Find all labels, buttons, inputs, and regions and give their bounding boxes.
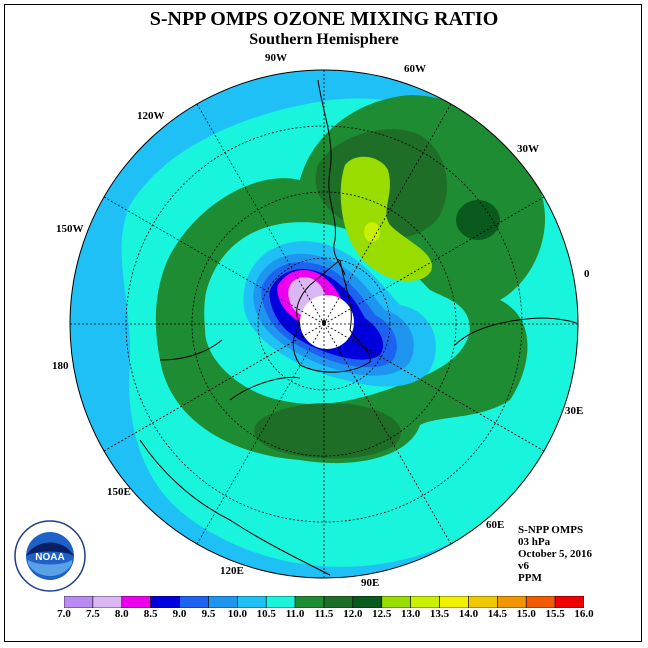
pole-missing-data	[300, 295, 354, 349]
graticule	[70, 70, 578, 578]
contour-darkest-patch	[456, 200, 500, 240]
colorbar-tick-label: 15.0	[516, 608, 536, 620]
colorbar-swatch	[179, 596, 209, 608]
info-instrument: S-NPP OMPS	[518, 524, 584, 536]
lon-label-90w: 90W	[265, 52, 287, 64]
colorbar-tick-label: 11.5	[314, 608, 334, 620]
colorbar-tick-label: 10.5	[256, 608, 276, 620]
colorbar-swatch	[265, 596, 296, 608]
lon-label-120e: 120E	[220, 565, 244, 577]
map-boundary	[69, 69, 579, 579]
colorbar-swatch	[150, 596, 180, 608]
coast-south-america	[317, 79, 346, 276]
colorbar-tick-label: 14.5	[487, 608, 507, 620]
colorbar-tick-label: 13.5	[429, 608, 450, 620]
colorbar-tick-label: 10.0	[227, 608, 247, 620]
lon-label-180: 180	[52, 360, 69, 372]
colorbar-tick-label: 9.5	[201, 608, 216, 620]
map-subtitle: Southern Hemisphere	[249, 31, 399, 48]
colorbar-tick-label: 7.0	[57, 608, 71, 620]
coast-africa	[454, 317, 579, 346]
colorbar-swatch	[323, 596, 354, 608]
colorbar-swatch	[525, 596, 556, 608]
colorbar-swatch	[497, 596, 527, 608]
colorbar-tick-label: 12.0	[343, 608, 363, 620]
lon-label-120w: 120W	[137, 110, 165, 122]
colorbar-swatch	[410, 596, 440, 608]
lon-label-150w: 150W	[56, 223, 84, 235]
colorbar-swatch	[352, 596, 383, 608]
colorbar-swatch	[554, 596, 584, 608]
colorbar-swatch	[92, 596, 123, 608]
colorbar-swatch	[121, 596, 151, 608]
colorbar-tick-label: 12.5	[372, 608, 392, 620]
lon-label-90e: 90E	[361, 577, 380, 589]
info-block: S-NPP OMPS 03 hPa October 5, 2016 v6 PPM	[518, 524, 592, 584]
info-version: v6	[518, 560, 529, 572]
colorbar-tick-label: 15.5	[545, 608, 565, 620]
colorbar-swatch	[294, 596, 325, 608]
colorbar-tick-label: 13.0	[401, 608, 421, 620]
lon-label-150e: 150E	[107, 486, 131, 498]
contour-13-13p5	[364, 222, 380, 242]
colorbar-tick-label: 9.0	[172, 608, 187, 620]
lon-label-60e: 60E	[486, 519, 505, 531]
colorbar	[64, 596, 584, 608]
lon-label-0: 0	[584, 268, 590, 280]
colorbar-tick-label: 7.5	[86, 608, 100, 620]
colorbar-swatch	[64, 596, 94, 608]
noaa-logo-text: NOAA	[35, 552, 64, 563]
coastlines	[139, 79, 579, 576]
south-pole-marker	[322, 320, 326, 324]
coast-asia	[139, 439, 331, 576]
lon-label-30e: 30E	[565, 405, 584, 417]
coast-antarctica	[292, 259, 371, 373]
contour-dark-patch-south	[254, 403, 401, 459]
colorbar-swatch	[237, 596, 267, 608]
figure-frame	[4, 4, 642, 642]
colorbar-swatch	[381, 596, 411, 608]
info-date: October 5, 2016	[518, 548, 593, 560]
coast-australia-nz	[159, 339, 301, 401]
info-level: 03 hPa	[518, 536, 551, 548]
colorbar-swatch	[468, 596, 498, 608]
contour-12p5-13	[340, 156, 433, 282]
colorbar-tick-label: 11.0	[285, 608, 305, 620]
lon-label-60w: 60W	[404, 63, 426, 75]
colorbar-swatch	[439, 596, 469, 608]
lon-label-30w: 30W	[517, 143, 539, 155]
colorbar-tick-label: 8.5	[143, 608, 158, 620]
info-units: PPM	[518, 572, 542, 584]
colorbar-tick-label: 8.0	[114, 608, 129, 620]
colorbar-swatch	[208, 596, 238, 608]
map-title: S-NPP OMPS OZONE MIXING RATIO	[149, 8, 499, 30]
colorbar-tick-label: 14.0	[458, 608, 479, 620]
noaa-logo: NOAA	[14, 520, 86, 592]
colorbar-tick-label: 16.0	[574, 608, 594, 620]
